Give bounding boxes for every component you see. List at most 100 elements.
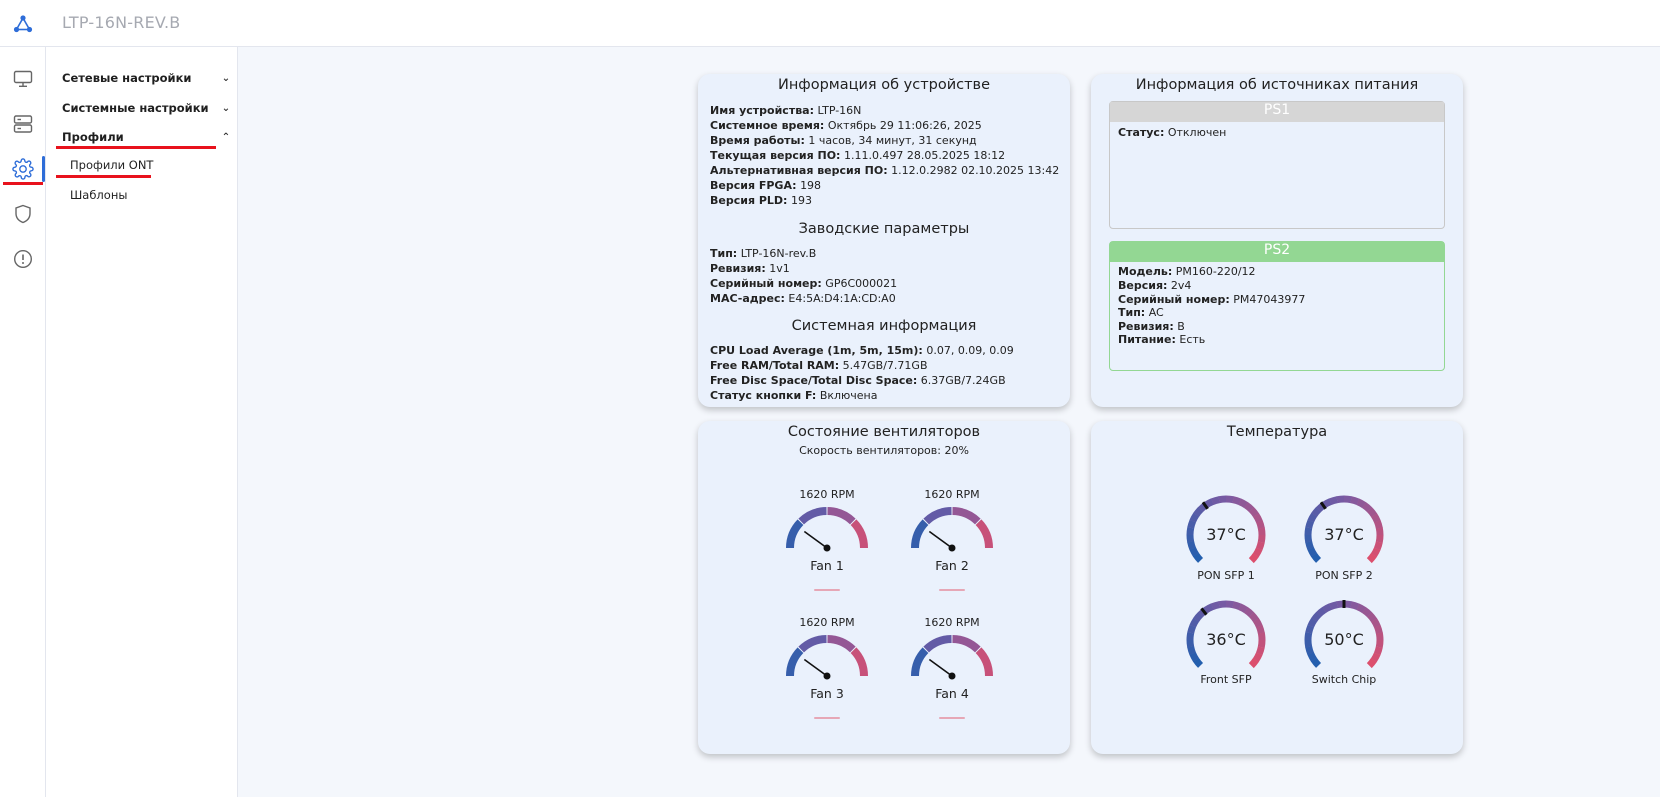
ps2-header: PS2: [1110, 242, 1444, 262]
server-icon: [13, 115, 33, 133]
revision-row: Ревизия: 1v1: [710, 262, 790, 275]
temp-3-gauge-segment: [1193, 657, 1204, 668]
submenu-templates[interactable]: Шаблоны: [70, 188, 128, 202]
alt-fw-row: Альтернативная версия ПО: 1.12.0.2982 02…: [710, 164, 1060, 177]
type-row: Тип: LTP-16N-rev.B: [710, 247, 817, 260]
ps1-panel: PS1 Статус: Отключен: [1109, 101, 1445, 229]
temp-2-gauge-segment: [1356, 498, 1367, 509]
power-info-title: Информация об источниках питания: [1135, 77, 1419, 93]
temp-3-value: 36°C: [1206, 630, 1246, 649]
mac-row: MAC-адрес: E4:5A:D4:1A:CD:A0: [710, 292, 896, 305]
temp-1-name: PON SFP 1: [1197, 569, 1255, 582]
temp-3-gauge-segment: [1204, 603, 1214, 614]
fpga-version-row: Версия FPGA: 198: [710, 179, 822, 192]
fan-3-gauge-segment: [850, 647, 868, 677]
temp-2-gauge-segment: [1350, 496, 1360, 506]
menu-network-settings[interactable]: Сетевые настройки ⌄: [62, 67, 232, 89]
logo-icon: [13, 14, 33, 32]
temp-1-marker: [1201, 501, 1209, 510]
temp-3-gauge-segment: [1243, 607, 1255, 618]
temp-1-gauge-segment: [1193, 552, 1204, 563]
fan-2-underline: [939, 589, 965, 591]
temp-4-gauge-segment: [1361, 607, 1373, 618]
menu-system-settings[interactable]: Системные настройки ⌄: [62, 97, 232, 119]
temp-4-gauge-segment: [1328, 601, 1338, 611]
fan-3-gauge-segment: [827, 635, 856, 653]
temp-4-value: 50°C: [1324, 630, 1364, 649]
logo[interactable]: [0, 0, 46, 47]
rail-item-monitoring[interactable]: [10, 66, 36, 92]
temp-1-gauge-segment: [1210, 496, 1220, 506]
temp-1-value: 37°C: [1206, 525, 1246, 544]
temp-2-gauge-segment: [1311, 552, 1322, 563]
device-info-card: Информация об устройстве Имя устройства:…: [698, 74, 1070, 407]
fan-1-rpm: 1620 RPM: [799, 488, 855, 501]
fan-2-needle: [928, 530, 953, 549]
ps2-revision-row: Ревизия: B: [1118, 320, 1185, 333]
rail-item-security[interactable]: [10, 201, 36, 227]
fan-4-gauge-segment: [952, 635, 981, 653]
temp-2-gauge-segment: [1370, 547, 1381, 558]
temp-4-name: Switch Chip: [1311, 673, 1377, 686]
temp-2-gauge-segment: [1311, 506, 1322, 518]
ps1-status-row: Статус: Отключен: [1118, 126, 1227, 139]
device-info-title: Информация об устройстве: [777, 77, 991, 93]
rail-item-settings[interactable]: [10, 156, 36, 182]
shield-icon: [15, 204, 31, 224]
fan-1-gauge-segment: [786, 519, 804, 549]
temperature-title: Температура: [1226, 424, 1328, 440]
submenu-ont-profiles[interactable]: Профили ONT: [70, 158, 154, 172]
fan-2-name: Fan 2: [935, 558, 969, 573]
temp-2-gauge-segment: [1366, 507, 1377, 518]
temp-2-gauge-segment: [1307, 512, 1318, 523]
ps2-type-row: Тип: AC: [1118, 306, 1164, 319]
temp-1-gauge-segment: [1193, 506, 1204, 518]
temp-1-gauge-segment: [1248, 552, 1259, 564]
temp-2-value: 37°C: [1324, 525, 1364, 544]
fan-3-gauge-segment: [786, 647, 804, 677]
temp-4-gauge-segment: [1370, 618, 1381, 628]
rail-active-indicator: [42, 156, 45, 182]
power-info-card: Информация об источниках питания PS1 Ста…: [1091, 74, 1463, 407]
temp-2-gauge-segment: [1328, 496, 1338, 506]
fan-1-gauge-segment: [850, 519, 868, 549]
temp-2-gauge: [1304, 495, 1384, 564]
ps2-power-row: Питание: Есть: [1118, 333, 1206, 346]
rail-item-devices[interactable]: [10, 111, 36, 137]
menu-profiles-label: Профили: [62, 130, 124, 144]
temp-4-gauge-segment: [1350, 601, 1360, 611]
fan-1-gauge-segment: [798, 507, 827, 525]
temp-1-gauge-segment: [1252, 547, 1263, 558]
ps2-model-row: Модель: PM160-220/12: [1118, 265, 1256, 278]
disk-row: Free Disc Space/Total Disc Space: 6.37GB…: [710, 374, 1006, 387]
device-name-row: Имя устройства: LTP-16N: [710, 104, 862, 117]
fan-4-needle: [928, 658, 953, 677]
fan-3-gauge: [786, 635, 868, 680]
temp-3-gauge-segment: [1189, 652, 1200, 662]
temp-3-gauge-arcs: [1186, 600, 1266, 669]
temp-3-gauge-segment: [1232, 601, 1242, 611]
fan-4-gauge: [911, 635, 993, 680]
temp-3-gauge-segment: [1210, 601, 1220, 611]
temp-1-gauge-segment: [1225, 495, 1234, 504]
fan-2-gauge-segment: [911, 519, 929, 549]
rail-item-alerts[interactable]: [10, 246, 36, 272]
annotation-underline-ont-profiles: [56, 175, 151, 178]
temp-4-gauge: [1304, 600, 1384, 669]
fan-2-gauge: [911, 507, 993, 552]
temp-2-gauge-arcs: [1304, 495, 1384, 564]
fan-3-needle-hub: [823, 672, 831, 680]
temp-2-gauge-segment: [1343, 495, 1352, 504]
temp-3-gauge-segment: [1252, 618, 1263, 628]
temp-3-gauge-segment: [1252, 652, 1263, 663]
temp-4-gauge-segment: [1366, 657, 1377, 669]
ram-row: Free RAM/Total RAM: 5.47GB/7.71GB: [710, 359, 928, 372]
temp-3-gauge-segment: [1248, 612, 1259, 623]
menu-profiles[interactable]: Профили ⌃: [62, 126, 232, 148]
fan-3-gauge-arcs: [786, 635, 868, 677]
fan-1-needle-hub: [823, 544, 831, 552]
fan-2-needle-hub: [948, 544, 956, 552]
icon-rail: [0, 47, 46, 797]
fan-4-gauge-segment: [975, 647, 993, 677]
temperature-card: Температура 37°C PON SFP 1 37°C PON SFP …: [1091, 421, 1463, 754]
